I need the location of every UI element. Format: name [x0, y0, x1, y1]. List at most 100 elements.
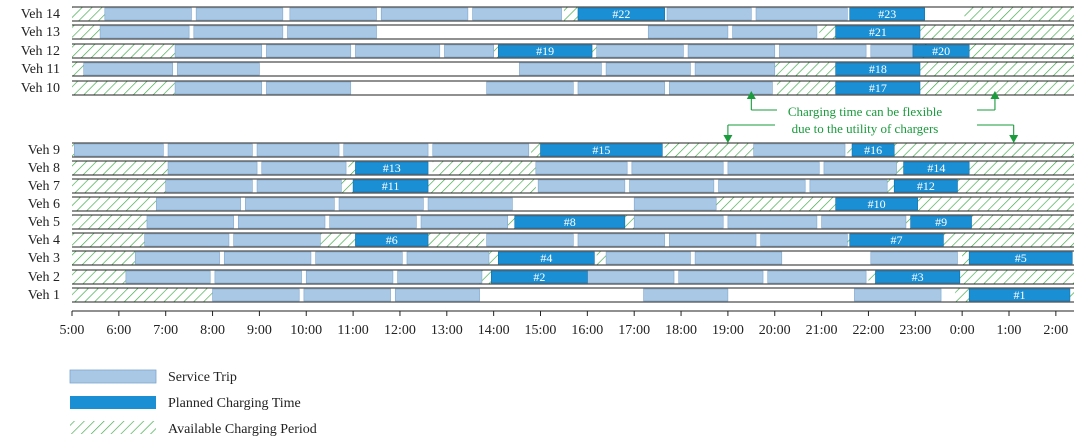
service-trip — [687, 44, 776, 58]
service-trip — [678, 270, 764, 284]
service-trip — [629, 179, 715, 193]
x-tick-label: 8:00 — [200, 323, 225, 338]
service-trip — [537, 179, 626, 193]
x-tick-label: 7:00 — [153, 323, 178, 338]
service-trip — [605, 251, 691, 265]
available-period — [847, 233, 850, 247]
charging-block — [910, 215, 972, 229]
available-period — [962, 251, 970, 265]
available-period — [72, 233, 145, 247]
vehicle-label: Veh 9 — [28, 143, 60, 158]
x-tick-label: 21:00 — [806, 323, 838, 338]
annotation-line-1: Charging time can be flexible — [788, 104, 942, 119]
charging-label: #8 — [564, 215, 576, 229]
available-period — [919, 25, 1074, 39]
available-period — [348, 161, 356, 175]
charging-block — [355, 161, 429, 175]
available-period — [493, 44, 499, 58]
vehicle-label: Veh 11 — [21, 62, 60, 77]
service-trip — [303, 288, 391, 302]
annotation: Charging time can be flexible due to the… — [723, 91, 1019, 143]
service-trip — [694, 251, 783, 265]
service-trip — [165, 179, 253, 193]
charging-label: #5 — [1015, 251, 1027, 265]
available-period — [894, 161, 904, 175]
vehicle-row: Veh 10 #17 — [21, 80, 1074, 96]
charging-label: #2 — [533, 270, 545, 284]
legend-swatch-charging — [70, 396, 156, 409]
service-trip — [74, 143, 164, 157]
vehicle-label: Veh 2 — [28, 270, 60, 285]
service-trip — [666, 7, 752, 21]
service-trip — [193, 25, 284, 39]
vehicle-row: Veh 3 #4 #5 — [28, 250, 1074, 266]
available-period — [777, 81, 836, 95]
service-trip — [821, 215, 907, 229]
service-trip — [870, 44, 914, 58]
vehicle-row: Veh 8 #13 #14 — [28, 160, 1074, 176]
service-trip — [472, 7, 562, 21]
available-period — [428, 179, 536, 193]
annotation-arrowhead — [990, 91, 1000, 99]
vehicle-label: Veh 8 — [28, 161, 60, 176]
charging-block — [849, 233, 944, 247]
service-trip — [420, 215, 509, 229]
service-trip — [261, 161, 347, 175]
service-trip — [486, 233, 574, 247]
service-trip — [305, 270, 394, 284]
available-period — [72, 288, 213, 302]
charging-label: #19 — [536, 44, 554, 58]
service-trip — [287, 25, 377, 39]
service-trip — [732, 25, 818, 39]
charging-block — [540, 143, 663, 157]
available-period — [72, 197, 157, 211]
service-trip — [83, 62, 174, 76]
charging-block — [835, 62, 921, 76]
service-trip — [343, 143, 429, 157]
charging-label: #17 — [869, 81, 887, 95]
legend-swatch-available — [70, 421, 156, 434]
annotation-arrowhead — [723, 135, 733, 143]
available-period — [847, 143, 853, 157]
available-period — [596, 251, 607, 265]
x-tick-label: 2:00 — [1043, 323, 1068, 338]
service-trip — [444, 44, 494, 58]
available-period — [563, 7, 578, 21]
service-trip — [195, 7, 284, 21]
service-trip — [174, 81, 263, 95]
charging-block — [875, 270, 961, 284]
legend-label-charging: Planned Charging Time — [168, 396, 301, 411]
available-period — [72, 179, 166, 193]
charging-label: #21 — [869, 25, 887, 39]
available-period — [432, 161, 536, 175]
x-tick-label: 6:00 — [106, 323, 131, 338]
available-period — [531, 143, 541, 157]
available-period — [624, 215, 635, 229]
service-trip — [519, 62, 602, 76]
service-trip — [315, 251, 403, 265]
x-tick-label: 22:00 — [853, 323, 885, 338]
service-trip — [177, 62, 260, 76]
charging-label: #6 — [386, 233, 398, 247]
service-trip — [146, 215, 234, 229]
available-period — [887, 179, 895, 193]
service-trip — [633, 197, 717, 211]
service-trip — [212, 288, 300, 302]
service-trip — [233, 233, 321, 247]
vehicle-row: Veh 1 #1 — [28, 287, 1074, 303]
charging-block — [498, 44, 593, 58]
time-axis: 5:00 6:00 7:00 8:00 9:00 10:00 11:00 12:00 13:00… — [60, 310, 1074, 338]
charging-label: #10 — [868, 197, 886, 211]
x-tick-label: 20:00 — [759, 323, 791, 338]
x-tick-label: 17:00 — [618, 323, 650, 338]
vehicle-label: Veh 1 — [28, 288, 60, 303]
charging-block — [968, 288, 1071, 302]
x-tick-label: 23:00 — [899, 323, 931, 338]
charging-label: #23 — [878, 7, 896, 21]
charging-block — [851, 143, 895, 157]
service-trip — [289, 7, 377, 21]
vehicle-label: Veh 12 — [21, 44, 60, 59]
charging-block — [912, 44, 970, 58]
available-period — [894, 143, 1074, 157]
service-trip — [266, 81, 352, 95]
